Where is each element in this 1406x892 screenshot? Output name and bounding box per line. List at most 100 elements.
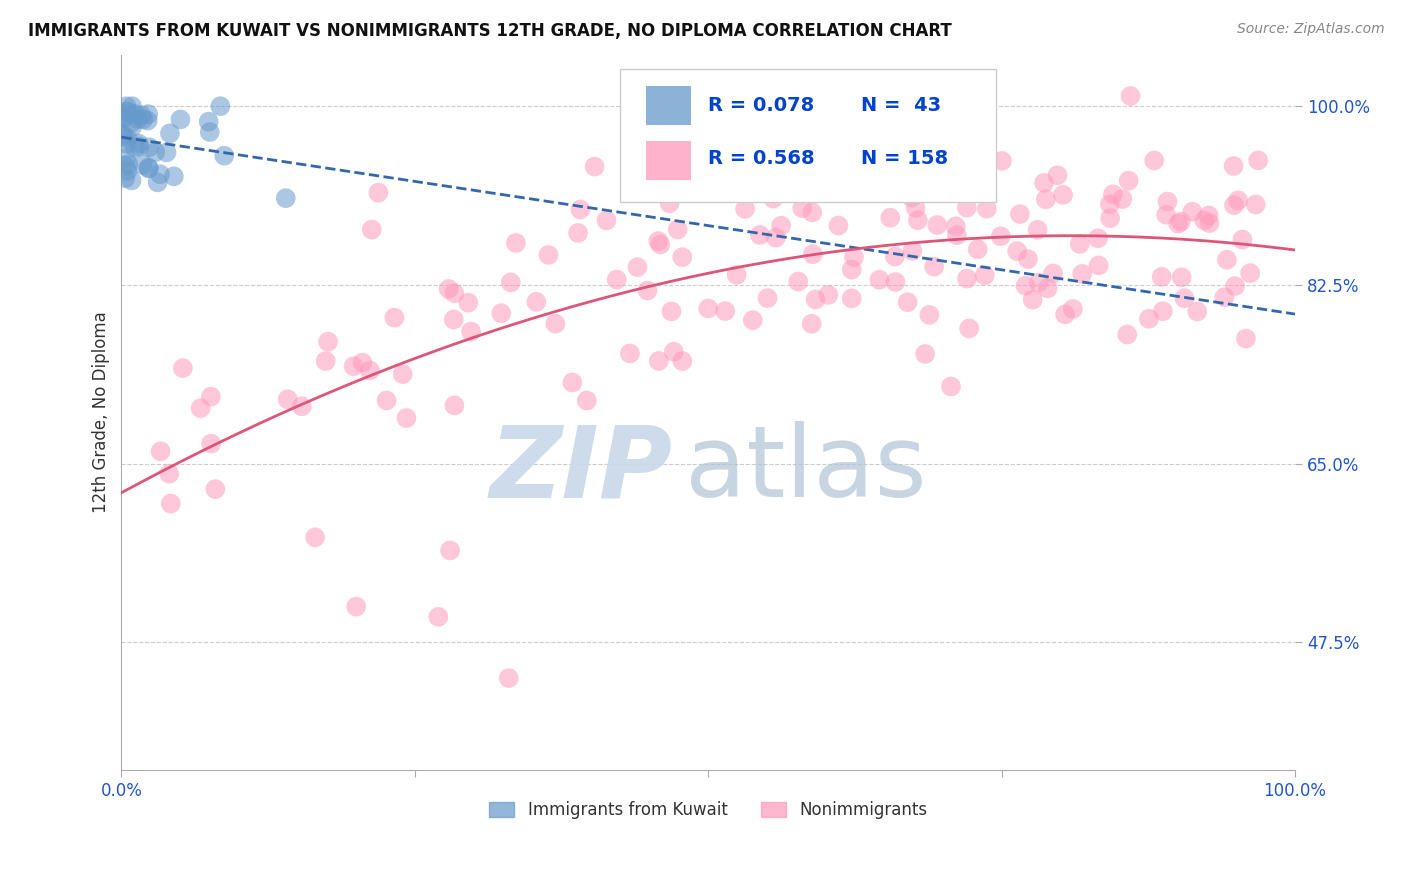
- Point: [1198, 216, 1220, 230]
- Point: [1026, 223, 1049, 237]
- Point: [1187, 304, 1209, 318]
- Point: [927, 218, 949, 232]
- Point: [1099, 211, 1122, 226]
- Point: [637, 284, 659, 298]
- Point: [128, 139, 150, 153]
- Point: [437, 282, 460, 296]
- Point: [537, 248, 560, 262]
- Point: [1071, 267, 1094, 281]
- Point: [1232, 233, 1254, 247]
- Point: [146, 175, 169, 189]
- Point: [138, 140, 160, 154]
- Point: [1005, 244, 1028, 259]
- Point: [1111, 192, 1133, 206]
- Point: [1213, 290, 1236, 304]
- Point: [344, 599, 367, 614]
- Point: [277, 392, 299, 407]
- Text: ZIP: ZIP: [491, 421, 673, 518]
- Point: [1170, 215, 1192, 229]
- Point: [112, 110, 135, 124]
- Point: [956, 201, 979, 215]
- Point: [391, 367, 413, 381]
- Point: [172, 361, 194, 376]
- Point: [918, 308, 941, 322]
- Point: [762, 192, 785, 206]
- Point: [817, 288, 839, 302]
- Point: [200, 390, 222, 404]
- Point: [1118, 174, 1140, 188]
- Point: [136, 113, 159, 128]
- Point: [583, 160, 606, 174]
- Point: [858, 156, 880, 170]
- Point: [725, 268, 748, 282]
- Point: [352, 355, 374, 369]
- Point: [1194, 213, 1216, 227]
- Point: [1062, 301, 1084, 316]
- Point: [360, 222, 382, 236]
- Point: [1098, 197, 1121, 211]
- Point: [630, 186, 652, 200]
- Point: [813, 156, 835, 170]
- Point: [990, 229, 1012, 244]
- Point: [853, 169, 876, 184]
- Point: [114, 158, 136, 172]
- Point: [748, 227, 770, 242]
- Point: [841, 291, 863, 305]
- Point: [1036, 281, 1059, 295]
- Point: [1052, 187, 1074, 202]
- Point: [121, 120, 143, 134]
- Point: [1017, 252, 1039, 267]
- Point: [1069, 236, 1091, 251]
- FancyBboxPatch shape: [620, 70, 995, 202]
- Point: [868, 273, 890, 287]
- Point: [427, 609, 450, 624]
- Point: [304, 530, 326, 544]
- Point: [956, 271, 979, 285]
- Point: [595, 213, 617, 227]
- Point: [124, 107, 146, 121]
- Point: [209, 99, 232, 113]
- Point: [661, 304, 683, 318]
- Point: [1170, 270, 1192, 285]
- Text: Source: ZipAtlas.com: Source: ZipAtlas.com: [1237, 22, 1385, 37]
- Point: [443, 398, 465, 412]
- Point: [121, 116, 143, 130]
- Point: [291, 399, 314, 413]
- Point: [169, 112, 191, 127]
- Point: [1247, 153, 1270, 168]
- Point: [770, 219, 793, 233]
- Point: [375, 393, 398, 408]
- Point: [606, 272, 628, 286]
- Point: [1102, 187, 1125, 202]
- Point: [922, 260, 945, 274]
- Point: [505, 235, 527, 250]
- Point: [957, 321, 980, 335]
- Point: [491, 306, 513, 320]
- Point: [697, 301, 720, 316]
- Point: [1014, 278, 1036, 293]
- Text: N =  43: N = 43: [860, 95, 941, 115]
- Point: [1035, 192, 1057, 206]
- Point: [734, 202, 756, 216]
- Point: [274, 191, 297, 205]
- Y-axis label: 12th Grade, No Diploma: 12th Grade, No Diploma: [93, 311, 110, 514]
- Point: [395, 411, 418, 425]
- Point: [714, 304, 737, 318]
- Point: [316, 334, 339, 349]
- Point: [149, 167, 172, 181]
- Point: [804, 293, 827, 307]
- Point: [115, 104, 138, 119]
- Point: [115, 136, 138, 151]
- Point: [638, 151, 661, 165]
- Point: [111, 128, 134, 142]
- Point: [619, 346, 641, 360]
- Point: [1046, 168, 1069, 182]
- Point: [914, 347, 936, 361]
- Point: [127, 136, 149, 151]
- Point: [801, 205, 824, 219]
- Point: [115, 151, 138, 165]
- Point: [1154, 208, 1177, 222]
- Point: [1137, 311, 1160, 326]
- Point: [149, 444, 172, 458]
- Point: [342, 359, 364, 374]
